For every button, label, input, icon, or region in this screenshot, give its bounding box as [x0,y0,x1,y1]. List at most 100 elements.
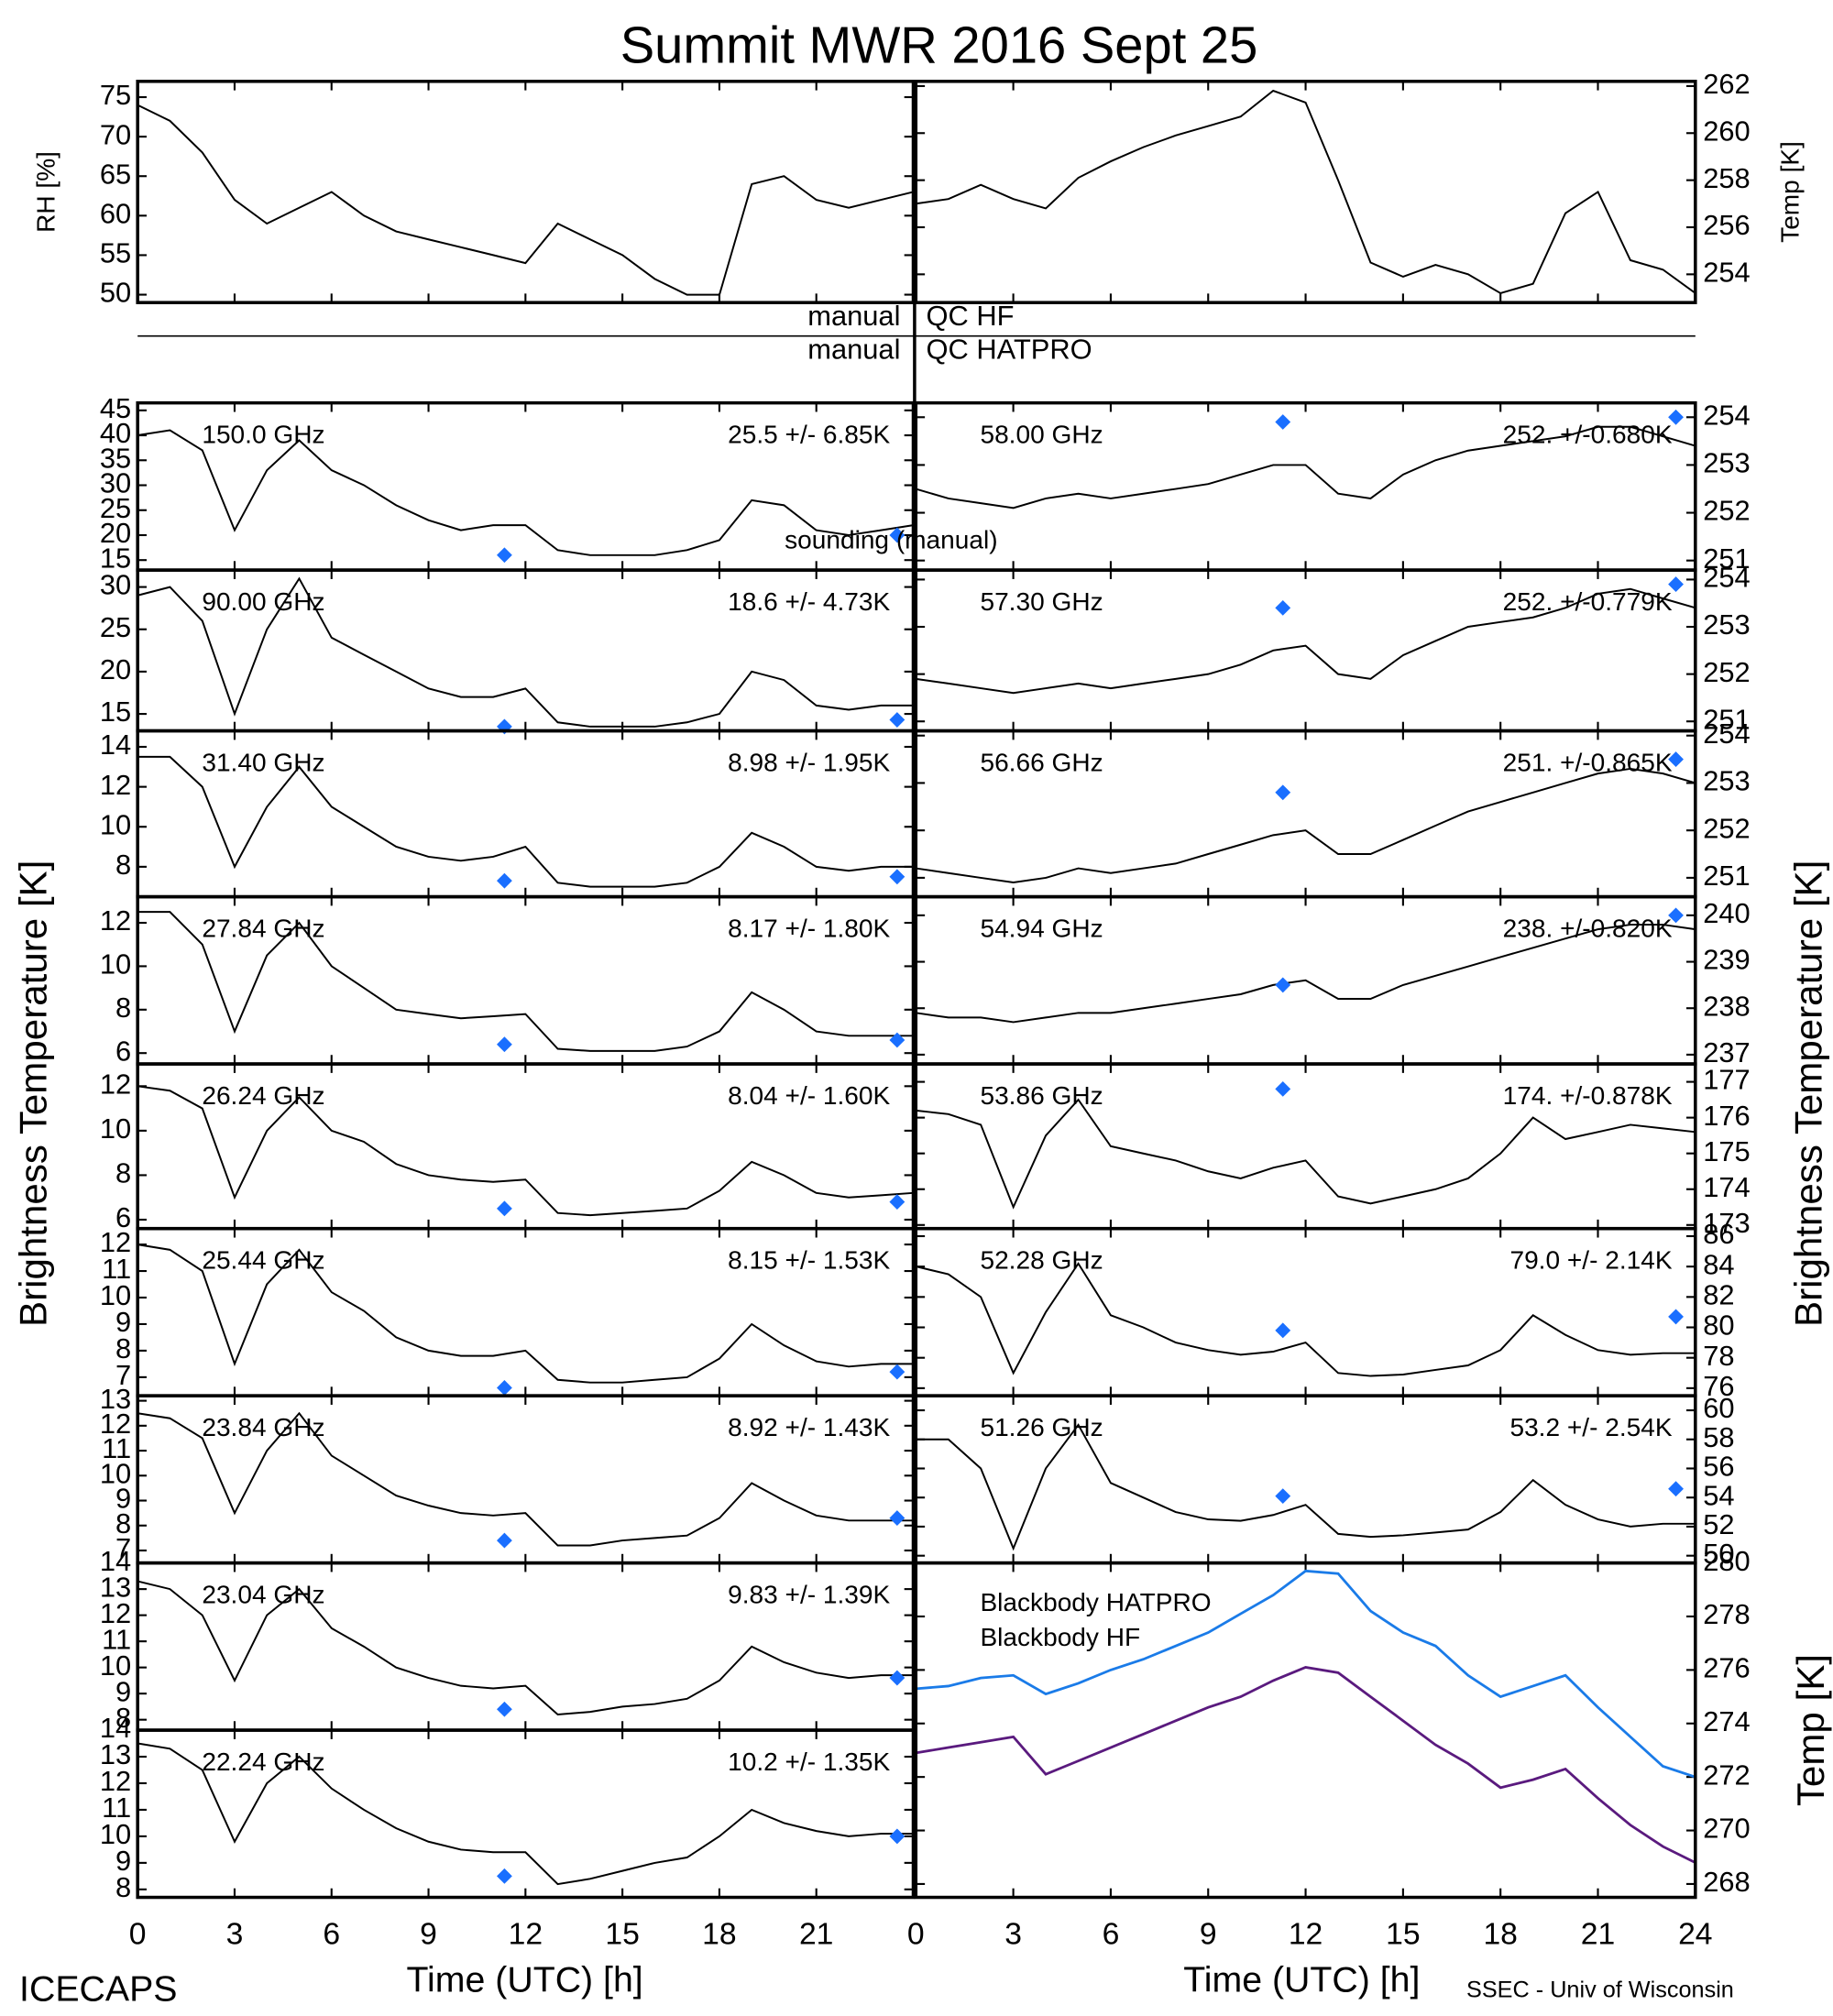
x-axis-label: Time (UTC) [h] [1183,1960,1420,2000]
x-axis-label: Time (UTC) [h] [407,1960,643,2000]
y-tick-label: 40 [100,417,131,449]
x-tick-label: 0 [907,1918,925,1952]
data-line [916,1262,1696,1377]
sounding-marker [1275,1322,1291,1339]
sounding-marker [889,869,906,885]
y-tick-label: 13 [100,1571,131,1603]
channel-stats: 8.17 +/- 1.80K [728,915,890,943]
y-tick-label: 254 [1703,562,1751,594]
y-tick-label: 11 [102,1253,131,1285]
data-line [916,89,1696,294]
y-tick-label: 14 [100,1545,131,1577]
y-tick-label: 270 [1703,1813,1751,1845]
sounding-marker [496,1532,512,1549]
channel-label: 90.00 GHz [202,587,324,616]
channel-stats: 18.6 +/- 4.73K [728,587,890,616]
y-tick-label: 251 [1703,860,1751,892]
y-tick-label: 12 [100,1408,131,1440]
y-tick-label: 12 [100,1226,131,1258]
y-tick-label: 78 [1703,1340,1734,1372]
x-tick-label: 24 [1678,1918,1712,1952]
channel-stats: 8.04 +/- 1.60K [728,1081,890,1110]
y-tick-label: 10 [100,948,131,981]
y-tick-label: 54 [1703,1479,1734,1511]
channel-stats: 8.15 +/- 1.53K [728,1246,890,1275]
x-tick-label: 3 [226,1918,244,1952]
channel-label: 51.26 GHz [980,1413,1103,1441]
sounding-marker [1668,751,1684,768]
y-tick-label: 50 [100,277,131,309]
channel-label: 56.66 GHz [980,748,1103,776]
sounding-marker [889,712,906,728]
data-line [916,425,1696,509]
x-tick-label: 15 [1386,1918,1420,1952]
y-tick-label: 55 [100,237,131,269]
y-tick-label: 256 [1703,209,1751,241]
x-tick-label: 21 [799,1918,833,1952]
sounding-marker [1668,1309,1684,1325]
sounding-marker [889,1364,906,1380]
y-tick-label: 82 [1703,1278,1734,1310]
y-tick-label: 280 [1703,1545,1751,1577]
channel-stats: 238. +/-0.820K [1503,915,1673,943]
channel-label: 31.40 GHz [202,748,324,776]
y-tick-label: 10 [100,1818,131,1850]
legend-entry: Blackbody HATPRO [980,1588,1211,1616]
y-tick-label: 60 [100,197,131,229]
y-tick-label: 252 [1703,656,1751,688]
y-tick-label: 13 [100,1383,131,1415]
y-tick-label: 11 [102,1623,131,1655]
sounding-marker [1275,977,1291,993]
data-line [916,1569,1696,1779]
y-tick-label: 65 [100,158,131,190]
y-tick-label: 254 [1703,718,1751,750]
data-line [916,767,1696,884]
y-tick-label: 58 [1703,1421,1734,1453]
y-tick-label: 15 [100,696,131,728]
channel-stats: 174. +/-0.878K [1503,1081,1673,1110]
channel-label: 52.28 GHz [980,1246,1103,1275]
x-tick-label: 3 [1004,1918,1022,1952]
y-tick-label: 251 [1703,542,1751,575]
y-tick-label: 175 [1703,1135,1751,1167]
y-tick-label: 84 [1703,1248,1734,1280]
data-line [916,1665,1696,1864]
channel-label: 25.44 GHz [202,1246,324,1275]
x-tick-label: 12 [1289,1918,1323,1952]
channel-label: 53.86 GHz [980,1081,1103,1110]
data-line [916,1423,1696,1551]
qc-label: manual [807,334,900,366]
data-line [137,755,914,888]
y-tick-label: 251 [1703,703,1751,735]
y-tick-label: 12 [100,769,131,801]
y-tick-label: 11 [102,1791,131,1824]
panel-frame [914,80,1697,304]
sounding-marker [1275,784,1291,801]
channel-stats: 10.2 +/- 1.35K [728,1748,890,1776]
y-tick-label: 30 [100,569,131,601]
x-tick-label: 0 [129,1918,147,1952]
y-tick-label: 9 [115,1483,131,1515]
x-tick-label: 6 [323,1918,340,1952]
channel-stats: 9.83 +/- 1.39K [728,1581,890,1609]
x-tick-label: 12 [509,1918,543,1952]
qc-label: manual [807,300,900,332]
y-tick-label: 52 [1703,1508,1734,1540]
y-tick-label: 35 [100,442,131,474]
channel-stats: 25.5 +/- 6.85K [728,421,890,449]
y-tick-label: 254 [1703,257,1751,289]
y-tick-label: 8 [115,1332,131,1364]
data-line [137,1411,914,1547]
y-tick-label: 9 [115,1306,131,1338]
y-axis-label: Brightness Temperature [K] [11,860,54,1327]
y-tick-label: 7 [115,1532,131,1564]
page-title: Summit MWR 2016 Sept 25 [620,16,1258,74]
y-tick-label: 14 [100,1712,131,1744]
y-tick-label: 76 [1703,1370,1734,1402]
qc-label: QC HF [927,300,1015,332]
y-tick-label: 268 [1703,1866,1751,1898]
y-tick-label: 274 [1703,1705,1751,1737]
x-tick-label: 9 [1200,1918,1217,1952]
y-axis-label: RH [%] [31,151,60,233]
sounding-marker [496,547,512,564]
